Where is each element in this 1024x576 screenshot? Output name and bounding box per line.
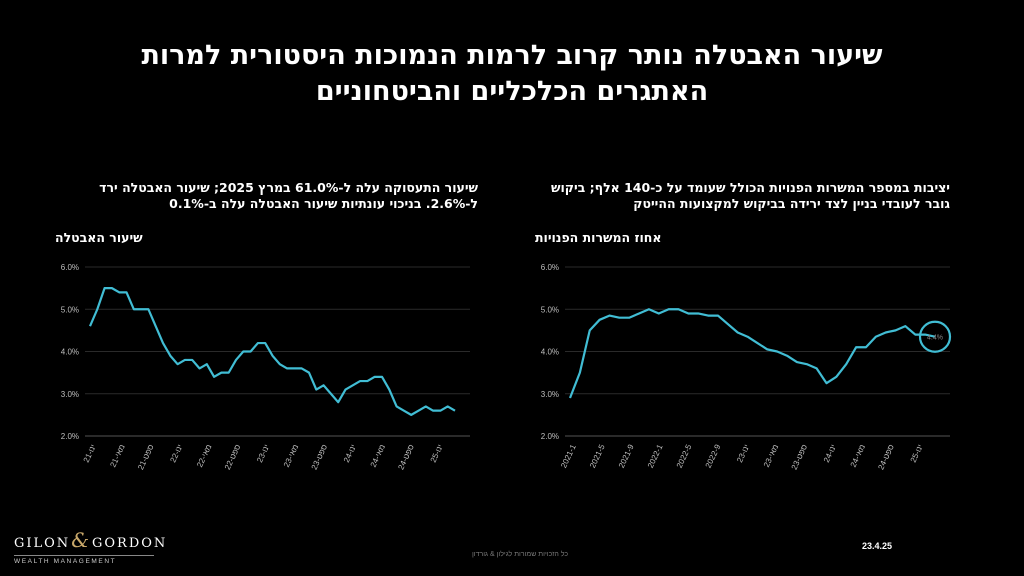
unemployment-xtick-label: ספט-23 (310, 443, 330, 471)
vacancies-ytick-label: 6.0% (541, 263, 559, 272)
unemployment-xtick-label: ספט-22 (223, 443, 243, 471)
vacancies-xtick-label: 2022-1 (646, 443, 665, 470)
unemployment-xtick-label: מאי-21 (108, 443, 126, 469)
vacancies-series-line (568, 308, 936, 399)
unemployment-xtick-label: ספט-24 (396, 443, 416, 471)
unemployment-subtitle-line1: שיעור התעסוקה עלה ל-61.0% במרץ 2025; שיע… (99, 180, 478, 195)
vacancies-xtick-label: 2021-1 (559, 443, 578, 470)
unemployment-chart-label: שיעור האבטלה (55, 230, 143, 245)
logo-tagline: WEALTH MANAGEMENT (14, 555, 154, 565)
slide-date: 23.4.25 (862, 541, 893, 551)
unemployment-xtick-label: מאי-23 (282, 443, 300, 469)
vacancies-subtitle: יציבות במספר המשרות הפנויות הכולל שעומד … (530, 180, 950, 212)
logo-word-left: GILON (14, 536, 71, 551)
vacancies-chart-label: אחוז המשרות הפנויות (535, 230, 662, 245)
unemployment-subtitle-line2: ל-2.6%. בניכוי עונתיות שיעור האבטלה עלה … (169, 196, 478, 211)
vacancies-subtitle-line2: גובר לעובדי בניין לצד ירידה בביקוש למקצו… (633, 196, 950, 211)
unemployment-ytick-label: 6.0% (61, 263, 79, 272)
vacancies-chart: 6.0% 5.0% 4.0% 3.0% 2.0%2021-1 2021-5 2021-9 20… (541, 263, 952, 471)
vacancies-xtick-label: מאי-23 (762, 443, 780, 469)
unemployment-xtick-label: ינו-21 (82, 443, 98, 464)
vacancies-xtick-label: ינו-25 (909, 443, 925, 464)
unemployment-xtick-label: ינו-22 (168, 443, 184, 464)
copyright-note: כל הזכויות שמורות לגילון & גורדון (471, 551, 569, 558)
vacancies-annotation-circle (918, 320, 952, 353)
logo-ampersand: & (71, 528, 91, 552)
vacancies-annotation-label: 4.4% (927, 335, 943, 342)
vacancies-subtitle-line1: יציבות במספר המשרות הפנויות הכולל שעומד … (551, 180, 950, 195)
slide-title-line2: האתגרים הכלכליים והביטחוניים (315, 76, 709, 107)
company-logo: GILON&GORDON WEALTH MANAGEMENT (14, 528, 165, 565)
unemployment-xtick-label: ספט-21 (136, 443, 156, 471)
unemployment-subtitle: שיעור התעסוקה עלה ל-61.0% במרץ 2025; שיע… (58, 180, 478, 212)
vacancies-xtick-label: 2022-9 (704, 443, 723, 470)
unemployment-xtick-label: ינו-23 (255, 443, 271, 464)
logo-word-right: GORDON (92, 536, 168, 551)
logo-wordmark: GILON&GORDON (14, 528, 165, 552)
vacancies-xtick-label: ספט-24 (876, 443, 896, 471)
vacancies-ytick-label: 4.0% (541, 348, 559, 357)
vacancies-ytick-label: 2.0% (541, 432, 559, 441)
vacancies-xtick-label: 2022-5 (675, 443, 694, 470)
unemployment-chart: 6.0% 5.0% 4.0% 3.0% 2.0%ינו-21 מאי-21 ספט-21 ינ… (61, 263, 470, 471)
unemployment-series-line (88, 287, 456, 416)
unemployment-xtick-label: ינו-25 (429, 443, 445, 464)
unemployment-xtick-label: מאי-22 (195, 443, 213, 469)
unemployment-ytick-label: 4.0% (61, 348, 79, 357)
unemployment-xtick-label: מאי-24 (369, 443, 387, 469)
unemployment-xtick-label: ינו-24 (342, 443, 358, 464)
vacancies-xtick-label: 2021-5 (588, 443, 607, 470)
unemployment-ytick-label: 3.0% (61, 390, 79, 399)
vacancies-xtick-label: ינו-23 (735, 443, 751, 464)
vacancies-ytick-label: 3.0% (541, 390, 559, 399)
vacancies-xtick-label: ספט-23 (790, 443, 810, 471)
slide-title-line1: שיעור האבטלה נותר קרוב לרמות הנמוכות היס… (141, 40, 883, 71)
slide-title: שיעור האבטלה נותר קרוב לרמות הנמוכות היס… (60, 38, 964, 110)
vacancies-ytick-label: 5.0% (541, 305, 559, 314)
unemployment-ytick-label: 5.0% (61, 305, 79, 314)
unemployment-ytick-label: 2.0% (61, 432, 79, 441)
vacancies-xtick-label: ינו-24 (822, 443, 838, 464)
vacancies-xtick-label: 2021-9 (617, 443, 636, 470)
vacancies-xtick-label: מאי-24 (849, 443, 867, 469)
